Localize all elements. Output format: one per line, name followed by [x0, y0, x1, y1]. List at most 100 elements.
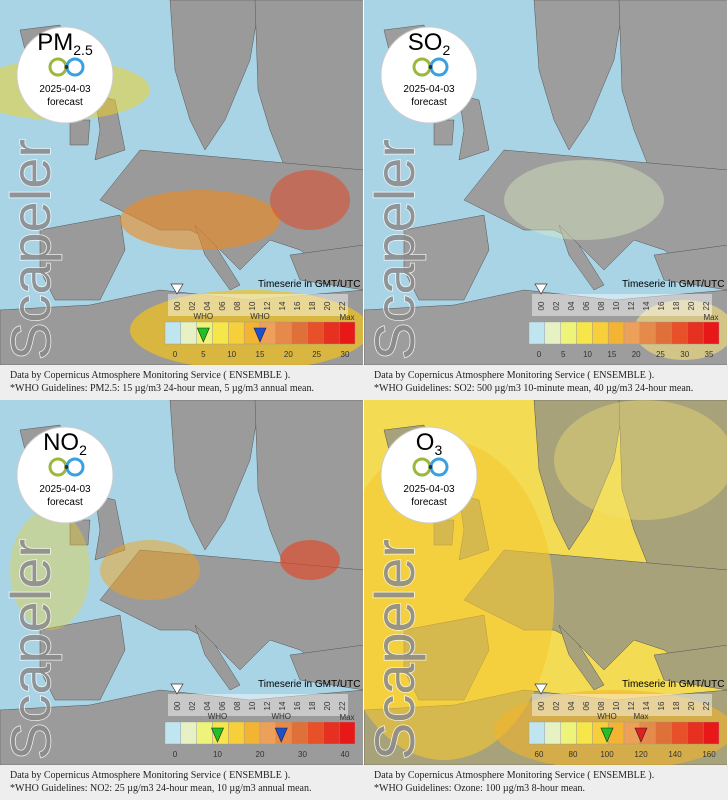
- hour-label: 10: [612, 301, 621, 310]
- hour-label: 06: [582, 701, 591, 710]
- panel: Scapeler NO2 2025-04-03 forecast Timeserie i…: [0, 400, 364, 800]
- pollution-area: [504, 160, 664, 240]
- scale-cell: [687, 321, 704, 345]
- watermark: Scapeler: [0, 539, 62, 760]
- hour-label: 10: [248, 301, 257, 310]
- logo-dot: [64, 65, 69, 69]
- badge: [16, 426, 114, 524]
- guideline-marker: [600, 727, 614, 743]
- scale-cell: [291, 721, 308, 745]
- hour-label: 20: [687, 701, 696, 710]
- hour-label: 18: [672, 701, 681, 710]
- badge: [380, 26, 478, 124]
- scale-tick-label: 0: [173, 750, 178, 759]
- pollution-area: [120, 190, 280, 250]
- scale-cell: [702, 321, 720, 345]
- scale-tick-label: 25: [656, 350, 665, 359]
- watermark: Scapeler: [363, 539, 426, 760]
- scale-cell: [639, 321, 656, 345]
- badge: [16, 26, 114, 124]
- pollutant-title: NO2: [43, 429, 87, 458]
- scale-tick-label: 20: [256, 750, 265, 759]
- scale-cell: [212, 321, 229, 345]
- hour-label: 04: [203, 301, 212, 310]
- hour-label: 02: [552, 301, 561, 310]
- hour-label: 08: [597, 301, 606, 310]
- hour-label: 10: [248, 701, 257, 710]
- footer-line: *WHO Guidelines: SO2: 500 µg/m3 10-minut…: [374, 383, 693, 394]
- hour-label: 18: [308, 701, 317, 710]
- scale-tick-label: 0: [173, 350, 178, 359]
- timeline-strip: [168, 694, 348, 716]
- pollutant-name: O: [416, 429, 435, 456]
- timeline-label: Timeserie in GMT/UTC: [622, 679, 724, 690]
- timeline-strip: [168, 294, 348, 316]
- hour-label: 20: [687, 301, 696, 310]
- hour-label: 04: [203, 701, 212, 710]
- scale-cell: [164, 721, 182, 745]
- hour-label: 06: [218, 701, 227, 710]
- pollutant-subscript: 2.5: [73, 42, 93, 58]
- scale-tick-label: 40: [341, 750, 350, 759]
- scale-cell: [607, 321, 625, 345]
- scale-tick-label: 140: [668, 750, 682, 759]
- logo-dot: [64, 465, 69, 469]
- scale-cell: [544, 721, 561, 745]
- hour-label: 16: [293, 701, 302, 710]
- pollutant-subscript: 3: [434, 442, 442, 458]
- scale-tick-label: 60: [535, 750, 544, 759]
- hour-label: 20: [323, 301, 332, 310]
- scale-cell: [655, 321, 672, 345]
- forecast-date: 2025-04-03: [39, 484, 91, 495]
- pollutant-title: O3: [416, 429, 443, 458]
- hour-label: 14: [642, 301, 651, 310]
- pollution-area: [554, 400, 728, 520]
- scale-cell: [671, 321, 688, 345]
- scale-cell: [528, 321, 546, 345]
- scale-cell: [671, 721, 688, 745]
- forecast-status: forecast: [47, 497, 83, 508]
- pollutant-subscript: 2: [79, 442, 87, 458]
- guideline-label: WHO: [208, 712, 228, 721]
- hour-label: 00: [537, 701, 546, 710]
- scale-cell: [592, 321, 609, 345]
- hour-label: 00: [173, 701, 182, 710]
- hour-label: 16: [293, 301, 302, 310]
- footer-line: Data by Copernicus Atmosphere Monitoring…: [10, 370, 290, 381]
- scale-tick-label: 20: [284, 350, 293, 359]
- hour-label: 06: [218, 301, 227, 310]
- scale-cell: [576, 321, 593, 345]
- scale-tick-label: 120: [634, 750, 648, 759]
- pollution-area: [100, 540, 200, 600]
- hour-label: 12: [627, 701, 636, 710]
- scale-cell: [623, 321, 641, 345]
- badge: [380, 426, 478, 524]
- footer: [364, 365, 728, 400]
- scale-cell: [338, 721, 356, 745]
- current-time-marker: [534, 683, 548, 695]
- scale-cell: [164, 321, 182, 345]
- scale-tick-label: 160: [702, 750, 716, 759]
- pollution-area: [270, 170, 350, 230]
- hour-label: 12: [263, 701, 272, 710]
- hour-label: 22: [702, 301, 711, 310]
- scale-cell: [196, 721, 213, 745]
- hour-label: 08: [233, 701, 242, 710]
- hour-label: 22: [338, 701, 347, 710]
- scale-cell: [180, 321, 197, 345]
- scale-cell: [560, 721, 577, 745]
- hour-label: 06: [582, 301, 591, 310]
- timeline-strip: [532, 294, 712, 316]
- forecast-status: forecast: [47, 97, 83, 108]
- guideline-label: WHO: [194, 312, 214, 321]
- pollutant-name: SO: [408, 29, 443, 56]
- footer-line: *WHO Guidelines: PM2.5: 15 µg/m3 24-hour…: [10, 383, 314, 394]
- scale-tick-label: 10: [583, 350, 592, 359]
- hour-label: 02: [188, 701, 197, 710]
- current-time-marker: [170, 283, 184, 295]
- scale-cell: [243, 721, 261, 745]
- pollution-area: [280, 540, 340, 580]
- current-time-marker: [170, 683, 184, 695]
- hour-label: 04: [567, 701, 576, 710]
- footer-line: *WHO Guidelines: NO2: 25 µg/m3 24-hour m…: [10, 783, 311, 794]
